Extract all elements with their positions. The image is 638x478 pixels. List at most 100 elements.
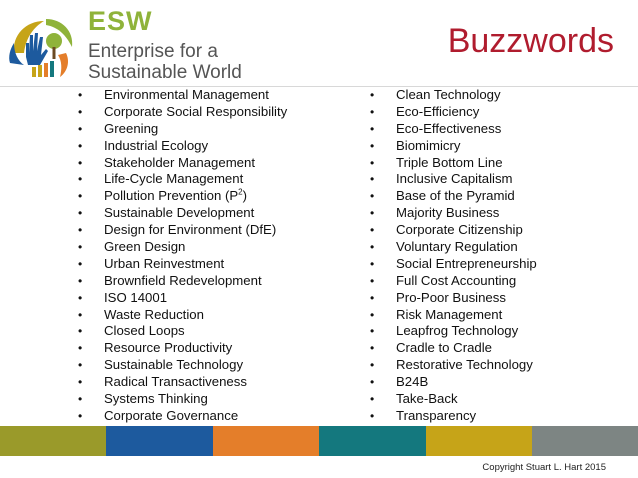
list-item: • Brownfield Redevelopment bbox=[78, 273, 287, 290]
color-band-segment bbox=[0, 426, 106, 456]
bullet-icon: • bbox=[78, 256, 83, 271]
list-item-text: Radical Transactiveness bbox=[104, 374, 247, 390]
list-item: • Inclusive Capitalism bbox=[370, 171, 537, 188]
list-item: • Waste Reduction bbox=[78, 307, 287, 324]
bullet-icon: • bbox=[78, 88, 83, 102]
list-item: • Voluntary Regulation bbox=[370, 239, 537, 256]
bullet-icon: • bbox=[370, 172, 375, 187]
list-item-text: Environmental Management bbox=[104, 87, 269, 102]
list-item-text: Sustainable Technology bbox=[104, 357, 244, 373]
bullet-icon: • bbox=[78, 375, 83, 390]
bullet-icon: • bbox=[370, 104, 375, 119]
color-band-segment bbox=[532, 426, 638, 456]
slide-title: Buzzwords bbox=[447, 22, 614, 60]
bullet-icon: • bbox=[78, 104, 83, 119]
list-item: • Corporate Social Responsibility bbox=[78, 104, 287, 121]
list-item-text: Take-Back bbox=[396, 391, 458, 407]
list-item-text: ISO 14001 bbox=[104, 289, 168, 305]
list-item-text: Pollution Prevention (P bbox=[104, 188, 239, 204]
list-item-text: Leapfrog Technology bbox=[396, 323, 519, 339]
bullet-icon: • bbox=[370, 138, 375, 153]
list-item-text: Base of the Pyramid bbox=[396, 188, 515, 204]
list-item-text: Transparency bbox=[396, 407, 477, 423]
org-acronym: ESW bbox=[88, 6, 153, 36]
color-band-segment bbox=[213, 426, 319, 456]
list-item-text: Biomimicry bbox=[396, 137, 461, 153]
list-item-text: Majority Business bbox=[396, 205, 500, 221]
bullet-icon: • bbox=[370, 324, 375, 339]
list-item: • Leapfrog Technology bbox=[370, 323, 537, 340]
list-item: • Greening bbox=[78, 121, 287, 138]
list-item-text: Corporate Social Responsibility bbox=[104, 103, 288, 119]
bullet-icon: • bbox=[78, 307, 83, 322]
list-item-text: Stakeholder Management bbox=[104, 154, 256, 170]
copyright-notice: Copyright Stuart L. Hart 2015 bbox=[482, 462, 606, 473]
list-item-text: Clean Technology bbox=[396, 87, 501, 102]
list-item: • Biomimicry bbox=[370, 138, 537, 155]
list-item-text: Full Cost Accounting bbox=[396, 272, 517, 288]
list-item-text: Resource Productivity bbox=[104, 340, 233, 356]
list-item: • Cradle to Cradle bbox=[370, 340, 537, 357]
bullet-icon: • bbox=[370, 206, 375, 221]
list-item: • Full Cost Accounting bbox=[370, 273, 537, 290]
bullet-icon: • bbox=[78, 189, 83, 204]
list-item-text: Greening bbox=[104, 120, 159, 136]
bullet-icon: • bbox=[78, 290, 83, 305]
bullet-icon: • bbox=[78, 138, 83, 153]
list-item: • Life-Cycle Management bbox=[78, 171, 287, 188]
list-item-text: Restorative Technology bbox=[396, 357, 533, 373]
list-item-text: Industrial Ecology bbox=[104, 137, 209, 153]
list-item-text: Corporate Governance bbox=[104, 407, 239, 423]
list-item: • Corporate Citizenship bbox=[370, 222, 537, 239]
list-item: • Eco-Effectiveness bbox=[370, 121, 537, 138]
list-item-text: Pro-Poor Business bbox=[396, 289, 506, 305]
org-name-line-1: Enterprise for a bbox=[88, 41, 218, 62]
list-item: • Base of the Pyramid bbox=[370, 188, 537, 205]
org-name-line-2: Sustainable World bbox=[88, 62, 242, 83]
list-item-text: Triple Bottom Line bbox=[396, 154, 503, 170]
list-item: • Industrial Ecology bbox=[78, 138, 287, 155]
bullet-icon: • bbox=[370, 358, 375, 373]
list-item: • ISO 14001 bbox=[78, 290, 287, 307]
bullet-icon: • bbox=[78, 223, 83, 238]
list-item-text: Eco-Efficiency bbox=[396, 103, 480, 119]
bullet-icon: • bbox=[370, 273, 375, 288]
bullet-icon: • bbox=[78, 240, 83, 255]
bullet-icon: • bbox=[370, 155, 375, 170]
list-item-text: Cradle to Cradle bbox=[396, 340, 493, 356]
list-item: • Social Entrepreneurship bbox=[370, 256, 537, 273]
list-item-text: B24B bbox=[396, 374, 429, 390]
bullet-icon: • bbox=[78, 358, 83, 373]
list-item-text: Voluntary Regulation bbox=[396, 239, 518, 255]
list-item-text: Risk Management bbox=[396, 306, 503, 322]
list-item: • Triple Bottom Line bbox=[370, 155, 537, 172]
bullet-icon: • bbox=[78, 273, 83, 288]
bullet-icon: • bbox=[370, 341, 375, 356]
list-item: • Pro-Poor Business bbox=[370, 290, 537, 307]
bullet-icon: • bbox=[78, 155, 83, 170]
right-buzzword-list: • Clean Technology • Eco-Efficiency • Eco-Eff… bbox=[370, 87, 537, 425]
list-item: • Clean Technology bbox=[370, 87, 537, 104]
bullet-icon: • bbox=[370, 408, 375, 423]
bullet-icon: • bbox=[370, 375, 375, 390]
list-item: • Green Design bbox=[78, 239, 287, 256]
list-item: • Corporate Governance bbox=[78, 408, 287, 425]
list-item-text: Urban Reinvestment bbox=[104, 255, 225, 271]
color-band-segment bbox=[319, 426, 426, 456]
bullet-icon: • bbox=[370, 290, 375, 305]
bullet-icon: • bbox=[78, 121, 83, 136]
list-item-text: Closed Loops bbox=[104, 323, 185, 339]
bullet-icon: • bbox=[78, 206, 83, 221]
list-item: • Radical Transactiveness bbox=[78, 374, 287, 391]
bullet-icon: • bbox=[370, 121, 375, 136]
list-item: • Urban Reinvestment bbox=[78, 256, 287, 273]
list-item: • Take-Back bbox=[370, 391, 537, 408]
closing-paren: ) bbox=[242, 188, 248, 204]
list-item: • Stakeholder Management bbox=[78, 155, 287, 172]
header-divider bbox=[0, 86, 638, 87]
list-item: • Sustainable Development bbox=[78, 205, 287, 222]
bullet-icon: • bbox=[370, 189, 375, 204]
superscript: 2 bbox=[238, 187, 243, 197]
bullet-icon: • bbox=[370, 392, 375, 407]
